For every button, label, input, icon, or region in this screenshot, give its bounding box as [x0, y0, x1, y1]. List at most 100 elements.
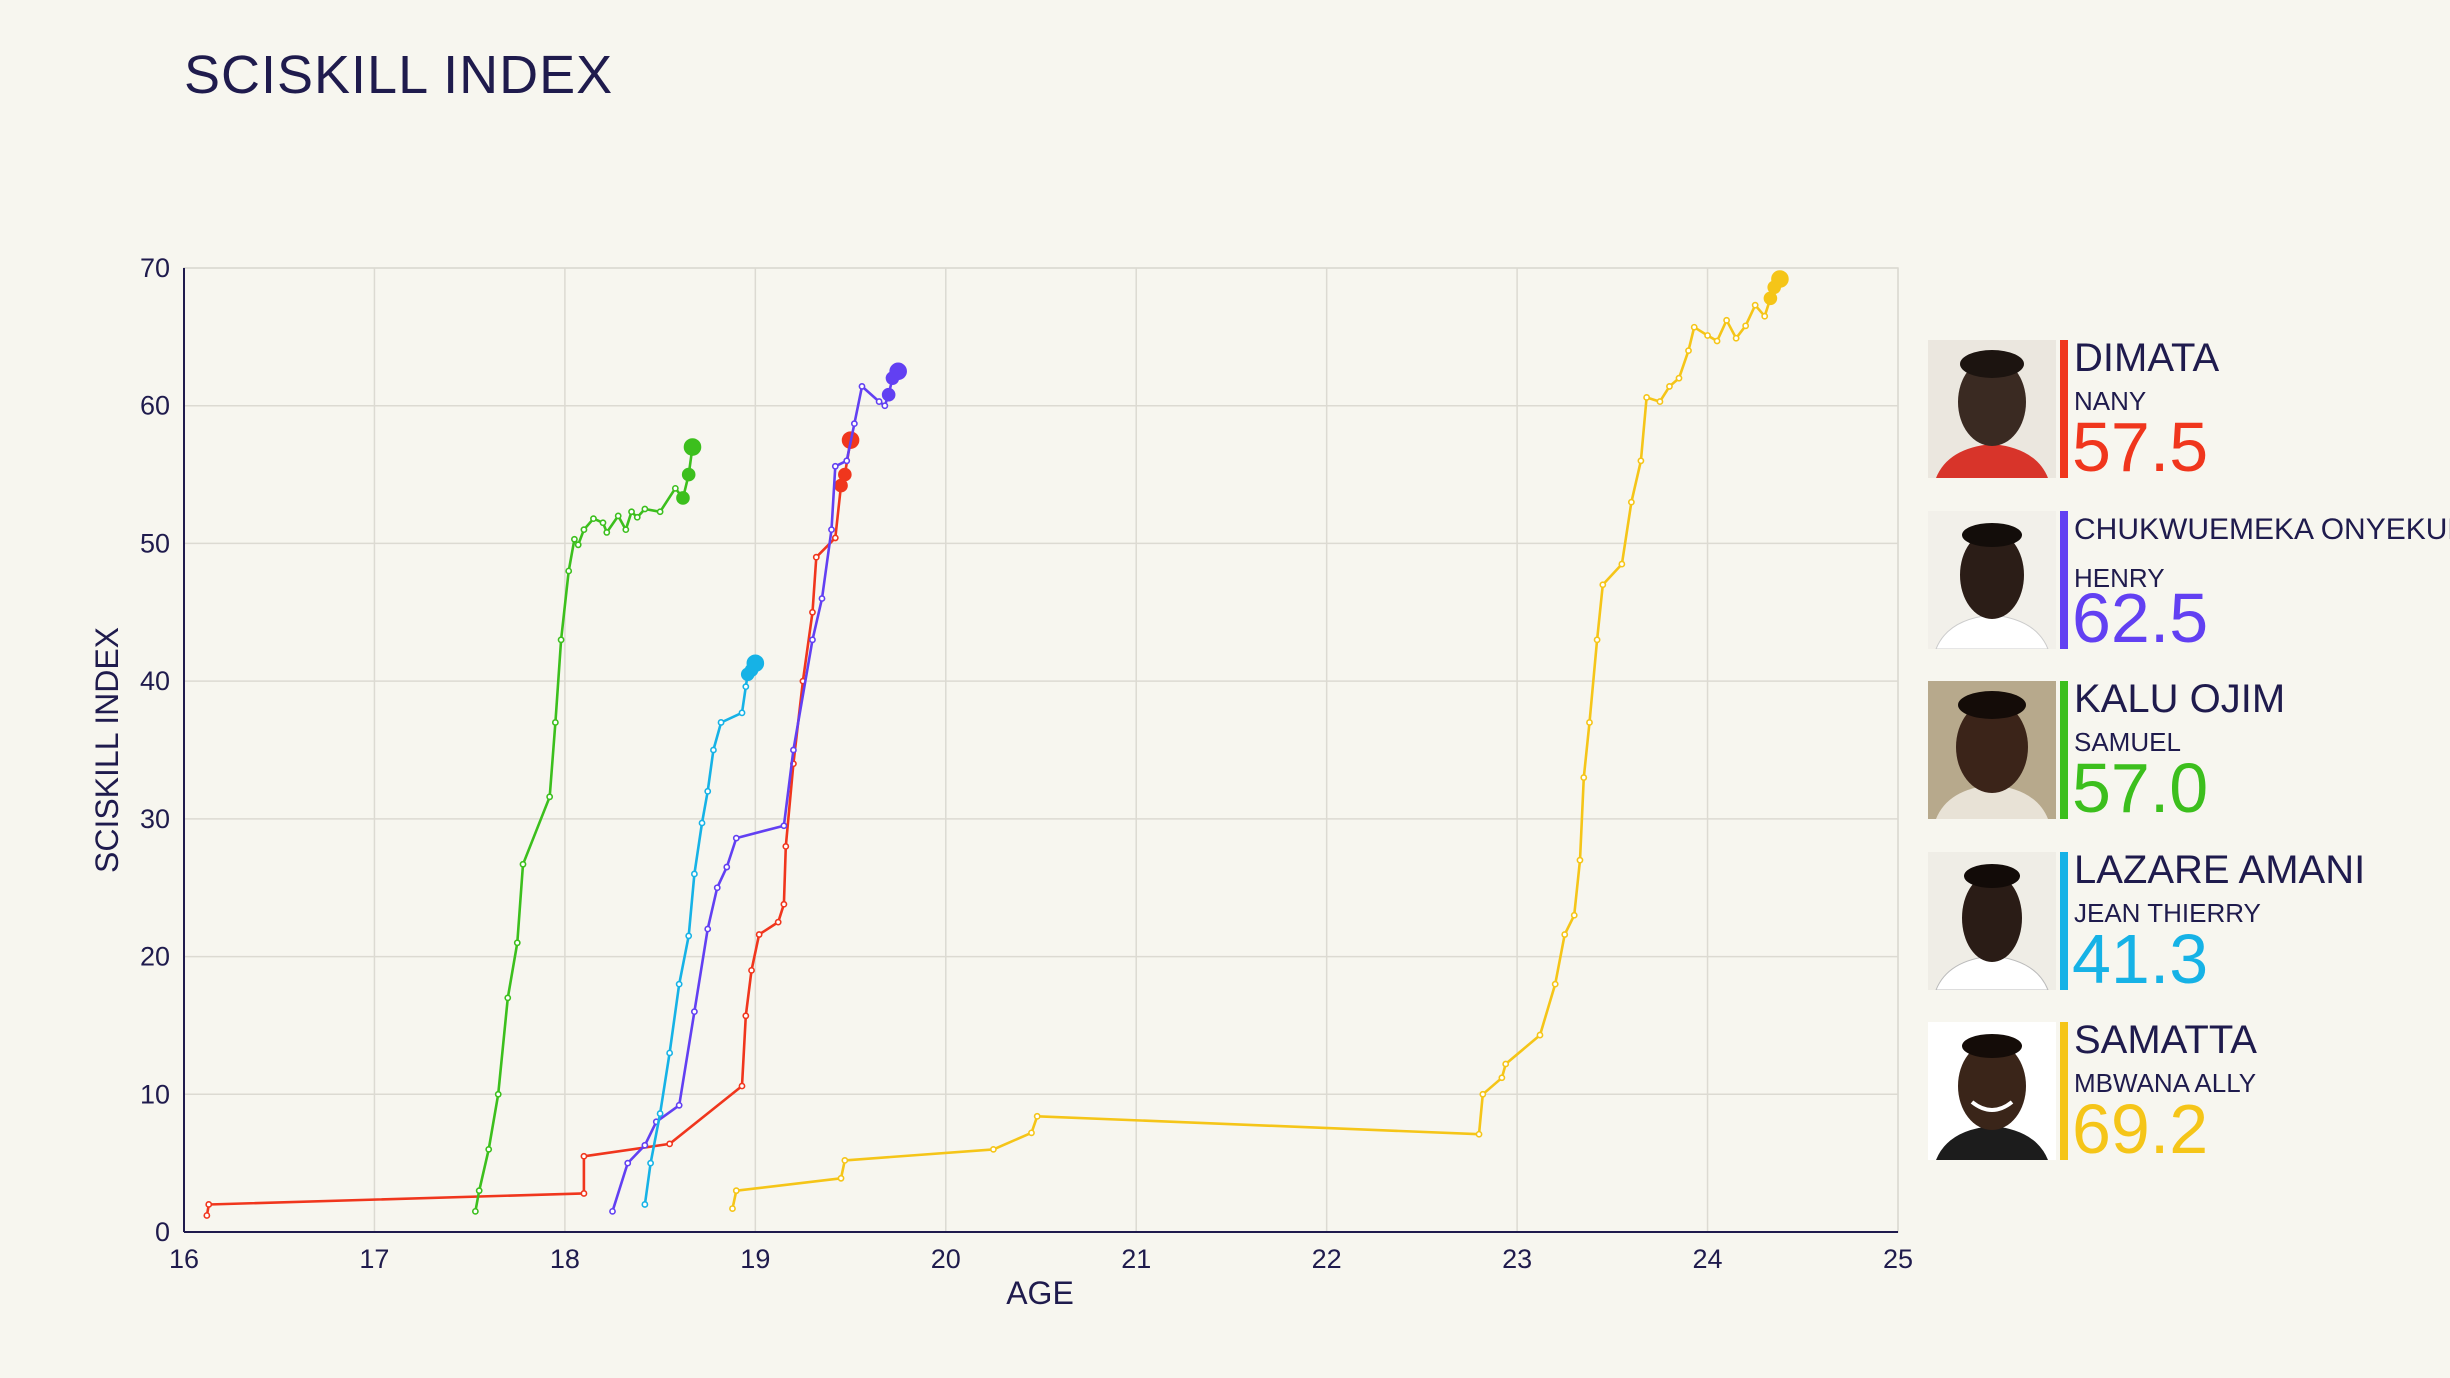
data-point	[504, 994, 512, 1002]
data-point	[831, 534, 839, 542]
series-lazare-amani	[641, 654, 765, 1208]
player-photo	[1928, 1022, 2056, 1160]
data-point	[681, 467, 696, 482]
data-point	[519, 860, 527, 868]
data-point	[647, 1159, 654, 1167]
data-point	[881, 402, 889, 410]
data-point	[1637, 457, 1645, 465]
data-point	[656, 508, 664, 516]
x-tick-label: 24	[1693, 1244, 1723, 1274]
data-point	[671, 484, 679, 492]
y-tick-label: 30	[140, 804, 170, 834]
data-point	[1685, 347, 1692, 355]
data-point	[729, 1205, 736, 1212]
data-point	[485, 1145, 493, 1153]
data-point	[1561, 931, 1569, 938]
series-dimata	[203, 431, 860, 1219]
x-tick-label: 25	[1883, 1244, 1913, 1274]
player-color-bar	[2060, 511, 2068, 649]
x-tick-label: 16	[169, 1244, 199, 1274]
data-point	[641, 1141, 649, 1149]
data-point	[782, 843, 790, 850]
x-tick-label: 21	[1121, 1244, 1151, 1274]
player-photo	[1928, 511, 2056, 649]
player-card[interactable]: KALU OJIM SAMUEL 57.0	[1928, 677, 2438, 823]
player-score: 62.5	[2072, 579, 2209, 657]
data-point	[858, 383, 866, 390]
data-point	[780, 822, 788, 830]
data-point	[698, 819, 706, 827]
player-firstname: NANY	[2074, 386, 2147, 416]
data-point	[1771, 270, 1789, 288]
series-kalu-ojim	[471, 438, 702, 1215]
axes: 16 17 18 19 20 21 22 23 24 25 0 10 20 30 40 50 60 70	[140, 253, 1913, 1274]
player-card[interactable]: LAZARE AMANI JEAN THIERRY 41.3	[1928, 848, 2438, 994]
data-point	[571, 535, 578, 543]
data-point	[1551, 980, 1559, 988]
data-point	[748, 966, 755, 974]
data-point	[557, 636, 565, 644]
data-point	[1599, 581, 1607, 589]
data-point	[580, 1152, 588, 1160]
data-point	[1713, 337, 1721, 345]
series-line	[643, 662, 757, 1205]
data-point	[732, 834, 740, 842]
data-point	[1475, 1130, 1483, 1138]
data-point	[546, 793, 554, 801]
data-point	[551, 719, 559, 726]
data-point	[1690, 323, 1698, 331]
player-color-bar	[2060, 852, 2068, 990]
player-color-bar	[2060, 340, 2068, 478]
data-point	[580, 1190, 588, 1197]
data-point	[203, 1212, 211, 1219]
data-point	[641, 1201, 649, 1208]
player-firstname: JEAN THIERRY	[2074, 898, 2261, 928]
player-color-bar	[2060, 1022, 2068, 1160]
data-point	[746, 654, 765, 673]
data-point	[704, 787, 712, 795]
data-point	[1723, 316, 1730, 324]
data-point	[831, 462, 839, 470]
data-point	[1666, 383, 1673, 390]
x-tick-label: 19	[740, 1244, 770, 1274]
data-point	[742, 1012, 750, 1020]
data-point	[723, 863, 731, 871]
player-surname: LAZARE AMANI	[2074, 848, 2366, 892]
y-tick-label: 20	[140, 942, 170, 972]
player-card[interactable]: SAMATTA MBWANA ALLY 69.2	[1928, 1018, 2438, 1164]
data-point	[690, 1008, 698, 1016]
series-line	[731, 278, 1781, 1209]
data-point	[565, 567, 573, 575]
data-point	[1742, 322, 1750, 330]
data-point	[675, 1101, 683, 1109]
player-card[interactable]: DIMATA NANY 57.5	[1928, 336, 2438, 482]
chart-title: SCISKILL INDEX	[184, 45, 614, 105]
data-point	[834, 478, 848, 493]
x-tick-label: 23	[1502, 1244, 1532, 1274]
data-point	[614, 512, 622, 520]
data-point	[494, 1090, 502, 1098]
x-tick-label: 20	[931, 1244, 961, 1274]
player-firstname: HENRY	[2074, 563, 2165, 593]
data-point	[675, 980, 683, 988]
data-point	[889, 362, 907, 381]
data-point	[738, 1082, 746, 1090]
series-line	[205, 439, 852, 1216]
player-firstname: MBWANA ALLY	[2074, 1068, 2257, 1098]
data-point	[666, 1140, 674, 1148]
data-point	[809, 608, 816, 616]
player-card[interactable]: CHUKWUEMEKA ONYEKURU HENRY 62.5	[1928, 511, 2450, 657]
data-point	[838, 467, 852, 482]
data-point	[205, 1201, 213, 1208]
data-point	[1498, 1074, 1506, 1082]
data-point	[656, 1110, 664, 1117]
data-point	[1479, 1090, 1487, 1098]
data-point	[574, 541, 582, 549]
data-point	[1643, 394, 1651, 401]
data-point	[1618, 560, 1626, 568]
player-color-bar	[2060, 681, 2068, 819]
y-tick-label: 60	[140, 391, 170, 421]
data-point	[1033, 1112, 1041, 1120]
data-point	[755, 931, 763, 938]
